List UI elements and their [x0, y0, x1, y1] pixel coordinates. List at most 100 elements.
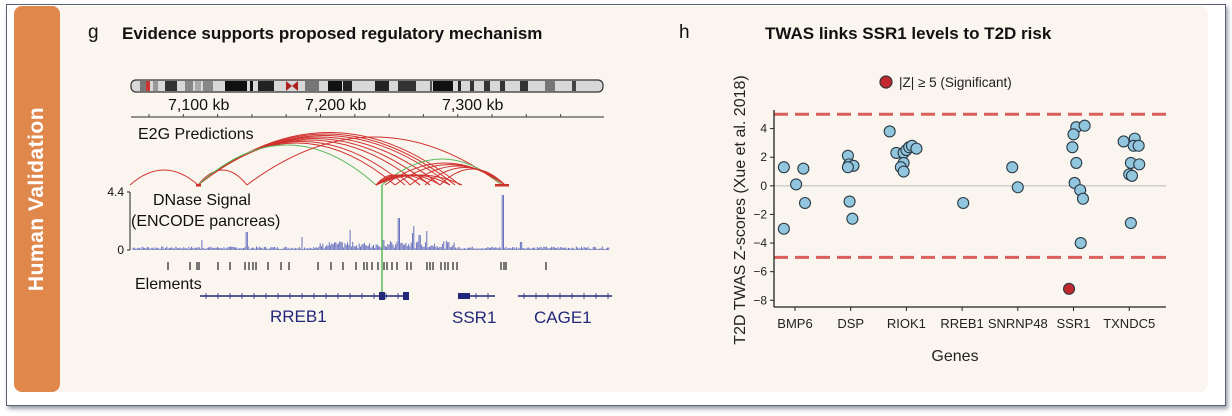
elements-track: [167, 262, 547, 270]
legend-label: |Z| ≥ 5 (Significant): [899, 75, 1012, 90]
ideogram-band: [225, 81, 247, 91]
section-tab: [14, 6, 60, 392]
data-point: [1070, 156, 1083, 169]
y-tick-label: 0: [760, 179, 767, 193]
e2g-anchor: [196, 184, 201, 187]
gene-track: [200, 292, 612, 300]
e2g-arc: [197, 144, 377, 186]
data-point: [910, 142, 923, 155]
e2g-anchor: [495, 184, 509, 187]
coord-tick-label: 7,300 kb: [442, 97, 503, 114]
dnase-ymin: 0: [117, 243, 124, 257]
ideogram-band: [430, 81, 432, 91]
gene-exon: [458, 293, 470, 299]
gene-label-rreb1: RREB1: [270, 307, 327, 326]
gene-label-ssr1: SSR1: [452, 308, 496, 327]
x-tick-label: RREB1: [940, 316, 983, 331]
dnase-label: DNase Signal: [153, 192, 251, 209]
coord-tick-label: 7,200 kb: [305, 97, 366, 114]
ideogram-band: [458, 81, 461, 91]
data-point: [846, 212, 859, 225]
data-point: [1132, 139, 1145, 152]
ideogram-band: [484, 81, 490, 91]
x-tick-label: DSP: [837, 316, 864, 331]
y-axis-label: T2D TWAS Z-scores (Xue et al. 2018): [732, 75, 749, 344]
x-tick-label: SNRNP48: [988, 316, 1048, 331]
data-point: [777, 222, 790, 235]
panel-g-title: Evidence supports proposed regulatory me…: [122, 24, 543, 43]
data-point: [1011, 181, 1024, 194]
data-point: [790, 178, 803, 191]
axes: [773, 110, 1166, 308]
ideogram-band: [195, 81, 201, 91]
data-point: [1076, 192, 1090, 205]
dnase-ymax: 4.4: [107, 185, 124, 199]
data-point: [777, 161, 790, 174]
x-tick-label: TXNDC5: [1103, 316, 1155, 331]
ideogram-band: [185, 81, 193, 91]
ideogram-band: [250, 81, 253, 91]
centromere: [286, 81, 298, 91]
x-tick-label: RIOK1: [887, 316, 926, 331]
data-point: [841, 161, 854, 174]
threshold-lines: [774, 112, 1166, 259]
data-point: [1074, 237, 1087, 250]
elements-label: Elements: [135, 276, 202, 293]
data-points: [777, 119, 1146, 295]
y-tick-label: −4: [753, 236, 767, 250]
data-point: [1006, 161, 1019, 174]
data-point: [897, 165, 910, 178]
chromosome-ideogram: [130, 79, 604, 93]
ideogram-band: [545, 81, 555, 91]
ideogram-band: [305, 81, 319, 91]
data-point: [798, 196, 812, 210]
gene-label-cage1: CAGE1: [534, 308, 592, 327]
panel-h-title: TWAS links SSR1 levels to T2D risk: [765, 24, 1052, 43]
e2g-arc: [129, 169, 199, 186]
data-point: [797, 162, 810, 175]
y-tick-label: 4: [760, 122, 767, 136]
ideogram-band: [520, 81, 528, 91]
data-point: [1067, 128, 1080, 141]
y-tick-label: 2: [760, 150, 767, 164]
data-point: [957, 196, 970, 210]
data-point: [1133, 158, 1146, 171]
data-point: [843, 195, 856, 208]
ideogram-band: [203, 81, 213, 91]
e2g-arc: [246, 136, 503, 186]
gene-exon: [403, 292, 409, 300]
data-point: [883, 125, 896, 138]
y-tick-label: −8: [753, 293, 767, 307]
dnase-signal-track: [132, 195, 610, 250]
dnase-sublabel: (ENCODE pancreas): [131, 213, 280, 230]
significant-point: [1062, 282, 1076, 295]
e2g-arcs: [129, 132, 509, 187]
y-ticks: 4 2 0 −2 −4 −6 −8: [753, 122, 774, 307]
data-point: [1124, 216, 1137, 230]
e2g-arc: [197, 169, 248, 186]
e2g-arc: [375, 174, 463, 186]
figure-panel: [14, 6, 1208, 392]
x-tick-label: BMP6: [777, 316, 812, 331]
ideogram-band: [398, 81, 416, 91]
y-tick-label: −2: [753, 207, 767, 221]
e2g-arc: [197, 132, 461, 186]
ideogram-band: [343, 81, 352, 91]
legend-marker: [879, 75, 893, 89]
data-point: [1066, 141, 1079, 154]
ideogram-band: [433, 81, 453, 91]
panel-g-letter: g: [88, 22, 99, 43]
panel-h-letter: h: [679, 22, 690, 43]
ideogram-band: [165, 81, 177, 91]
ideogram-band: [572, 81, 576, 91]
gene-exon: [379, 292, 385, 300]
coordinate-axis: [131, 114, 604, 118]
ideogram-band: [328, 81, 342, 91]
x-tick-label: SSR1: [1057, 316, 1091, 331]
e2g-predictions-label: E2G Predictions: [138, 126, 254, 143]
ideogram-band: [500, 81, 505, 91]
data-point: [1117, 135, 1130, 148]
ideogram-band: [153, 81, 158, 91]
